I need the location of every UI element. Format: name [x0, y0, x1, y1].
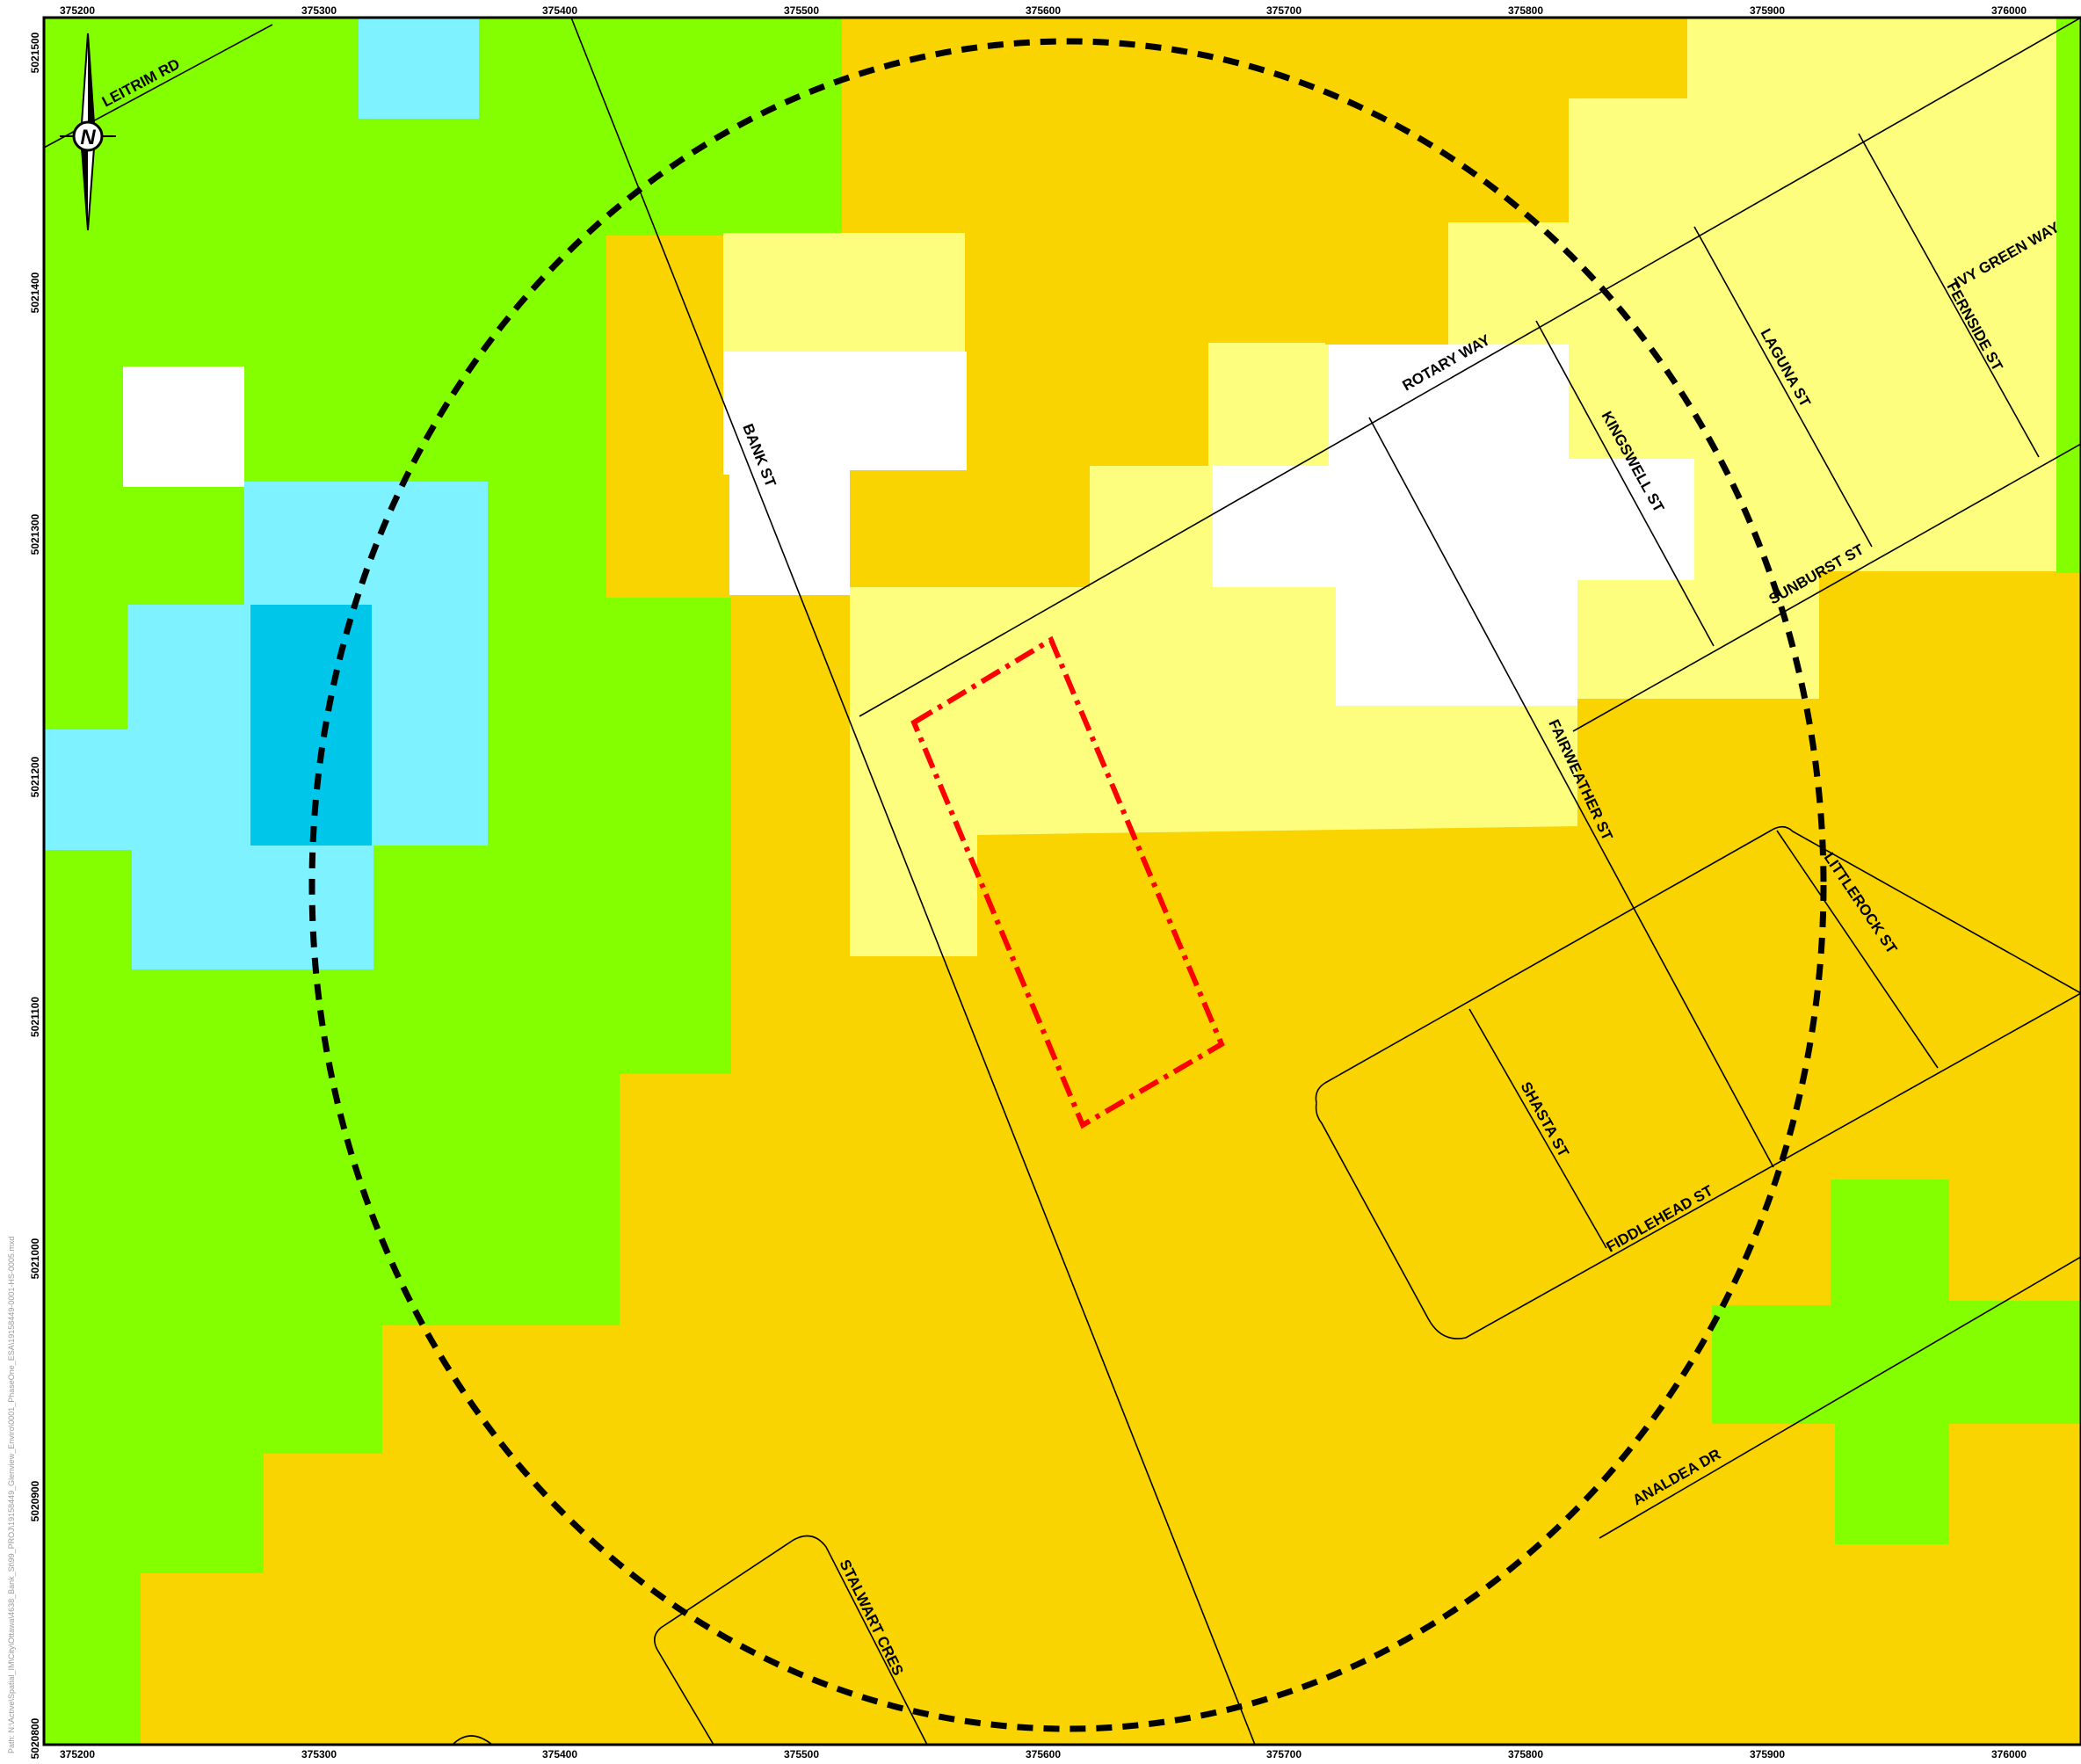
- zone-lightyellow-north: [723, 233, 965, 352]
- zone-cyan-west: [250, 605, 372, 846]
- road-analdea: [1599, 1256, 2081, 1539]
- tick-bottom-375400: 375400: [542, 1748, 577, 1760]
- north-letter: N: [80, 126, 96, 149]
- tick-bottom-375700: 375700: [1266, 1748, 1302, 1760]
- road-south-stub: [452, 1735, 493, 1746]
- zone-layer: [44, 18, 2081, 1745]
- road-fairweather: [1368, 417, 1774, 1168]
- tick-left-5020800: 5020800: [29, 1717, 41, 1759]
- map-frame: [42, 16, 2081, 1746]
- tick-bottom-375800: 375800: [1508, 1748, 1543, 1760]
- street-network: [43, 17, 2081, 1746]
- tick-top-375300: 375300: [301, 4, 337, 17]
- road-bank: [570, 17, 1256, 1746]
- zone-white-north: [723, 352, 967, 595]
- study-radius-circle: [308, 38, 1827, 1732]
- road-littlerock: [1776, 830, 1939, 1069]
- tick-top-375400: 375400: [542, 4, 577, 17]
- road-laguna: [1693, 226, 1873, 548]
- road-fiddlehead-loop: [1315, 825, 2081, 1339]
- tick-bottom-375900: 375900: [1750, 1748, 1785, 1760]
- tick-top-375600: 375600: [1026, 4, 1061, 17]
- zone-green-east-strip: [2056, 18, 2081, 573]
- tick-top-375700: 375700: [1266, 4, 1302, 17]
- tick-top-375900: 375900: [1750, 4, 1785, 17]
- site-boundary: [910, 635, 1225, 1129]
- tick-bottom-375300: 375300: [301, 1748, 337, 1760]
- tick-top-375800: 375800: [1508, 4, 1543, 17]
- tick-top-376000: 376000: [1991, 4, 2027, 17]
- road-rotary: [859, 17, 2081, 717]
- tick-left-5021400: 5021400: [29, 272, 41, 313]
- northing-ticks-left: 5021500 5021400 5021300 5021200 5021100 …: [29, 32, 41, 1759]
- tick-left-5020900: 5020900: [29, 1480, 41, 1521]
- tick-left-5021500: 5021500: [29, 32, 41, 73]
- tick-left-5021100: 5021100: [29, 997, 41, 1037]
- tick-bottom-375500: 375500: [784, 1748, 819, 1760]
- road-shasta: [1468, 1008, 1607, 1249]
- tick-top-375500: 375500: [784, 4, 819, 17]
- tick-left-5021300: 5021300: [29, 513, 41, 555]
- easting-ticks-bottom: 375200 375300 375400 375500 375600 37570…: [60, 1748, 2027, 1760]
- tick-bottom-375200: 375200: [60, 1748, 95, 1760]
- tick-bottom-375600: 375600: [1026, 1748, 1061, 1760]
- road-kingswell: [1535, 320, 1715, 647]
- tick-left-5021000: 5021000: [29, 1238, 41, 1279]
- file-path-note: Path: N:\Active\Spatial_IM\City\Ottawa\4…: [7, 1237, 16, 1753]
- road-fernside: [1858, 133, 2040, 458]
- north-arrow-icon: N: [60, 33, 116, 231]
- zone-white-ne: [1213, 345, 1694, 706]
- tick-bottom-376000: 376000: [1991, 1748, 2027, 1760]
- tick-top-375200: 375200: [60, 4, 95, 17]
- zone-green-se: [1712, 1180, 2081, 1544]
- road-stalwart-cres: [654, 1535, 928, 1746]
- zone-lightyellow-central: [850, 343, 1577, 956]
- road-sunburst: [1572, 443, 2081, 732]
- zone-lightblue-north: [359, 18, 479, 119]
- easting-ticks-top: 375200 375300 375400 375500 375600 37570…: [60, 4, 2027, 17]
- tick-left-5021200: 5021200: [29, 756, 41, 797]
- zone-white-nw: [123, 367, 244, 487]
